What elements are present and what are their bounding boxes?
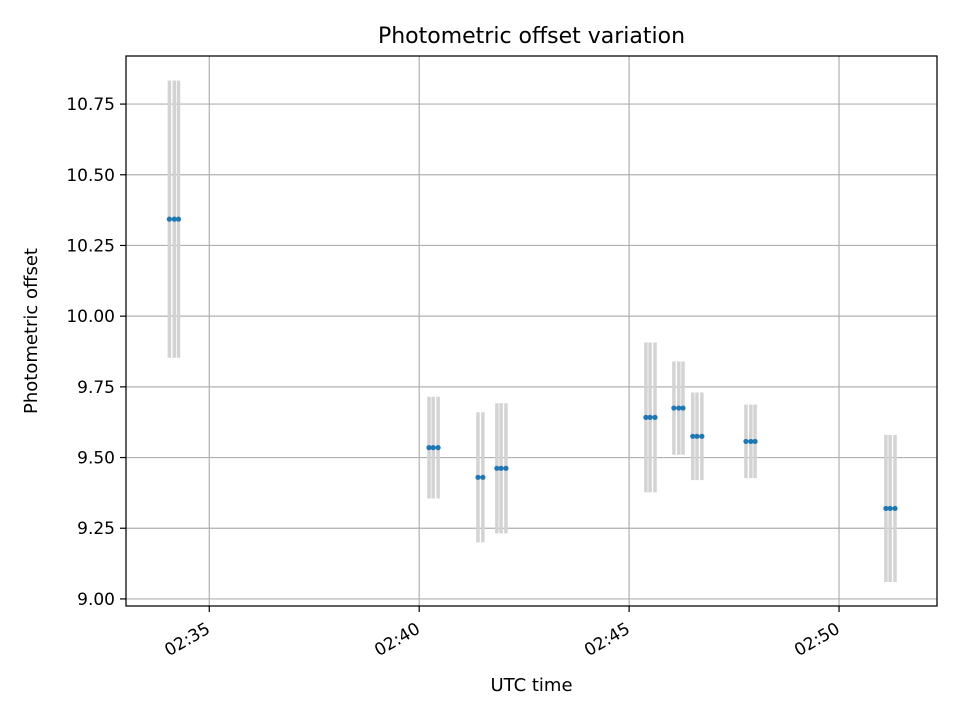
- y-axis-title: Photometric offset: [21, 248, 42, 414]
- data-point: [430, 445, 436, 451]
- data-point: [643, 414, 649, 420]
- grid-lines: [126, 56, 937, 606]
- data-point: [475, 474, 481, 480]
- data-point: [883, 505, 889, 512]
- data-point: [690, 433, 696, 439]
- data-point: [166, 216, 172, 222]
- data-point: [426, 445, 432, 451]
- y-tick-label: 10.25: [66, 236, 115, 256]
- data-point: [699, 433, 705, 439]
- y-tick-label: 9.25: [77, 519, 115, 539]
- data-point: [680, 405, 686, 411]
- data-point: [494, 465, 500, 471]
- data-point: [435, 445, 441, 451]
- data-point: [748, 438, 754, 445]
- data-point: [652, 414, 658, 420]
- y-axis-ticks: 9.00 9.25 9.50 9.75 10.00 10.25 10.50 10.75: [66, 95, 126, 610]
- y-tick-label: 9.75: [77, 378, 115, 398]
- x-axis-title: UTC time: [490, 675, 572, 696]
- data-point: [887, 505, 893, 512]
- data-point: [480, 474, 486, 480]
- y-tick-label: 10.00: [66, 307, 115, 327]
- plot-area-frame: [125, 55, 938, 607]
- data-point: [752, 438, 758, 445]
- data-point: [671, 405, 677, 411]
- y-tick-label: 9.00: [77, 590, 115, 610]
- data-point: [676, 405, 682, 411]
- data-point: [892, 505, 898, 512]
- data-point: [694, 433, 700, 439]
- y-tick-label: 9.50: [77, 449, 115, 469]
- data-point: [647, 414, 653, 420]
- y-tick-label: 10.75: [66, 95, 115, 115]
- y-tick-label: 10.50: [66, 166, 115, 186]
- data-point: [498, 465, 504, 471]
- data-point: [503, 465, 509, 471]
- data-points: [166, 216, 898, 512]
- data-point: [743, 438, 749, 445]
- data-point: [175, 216, 182, 222]
- data-point: [171, 216, 177, 222]
- chart-title: Photometric offset variation: [378, 24, 685, 49]
